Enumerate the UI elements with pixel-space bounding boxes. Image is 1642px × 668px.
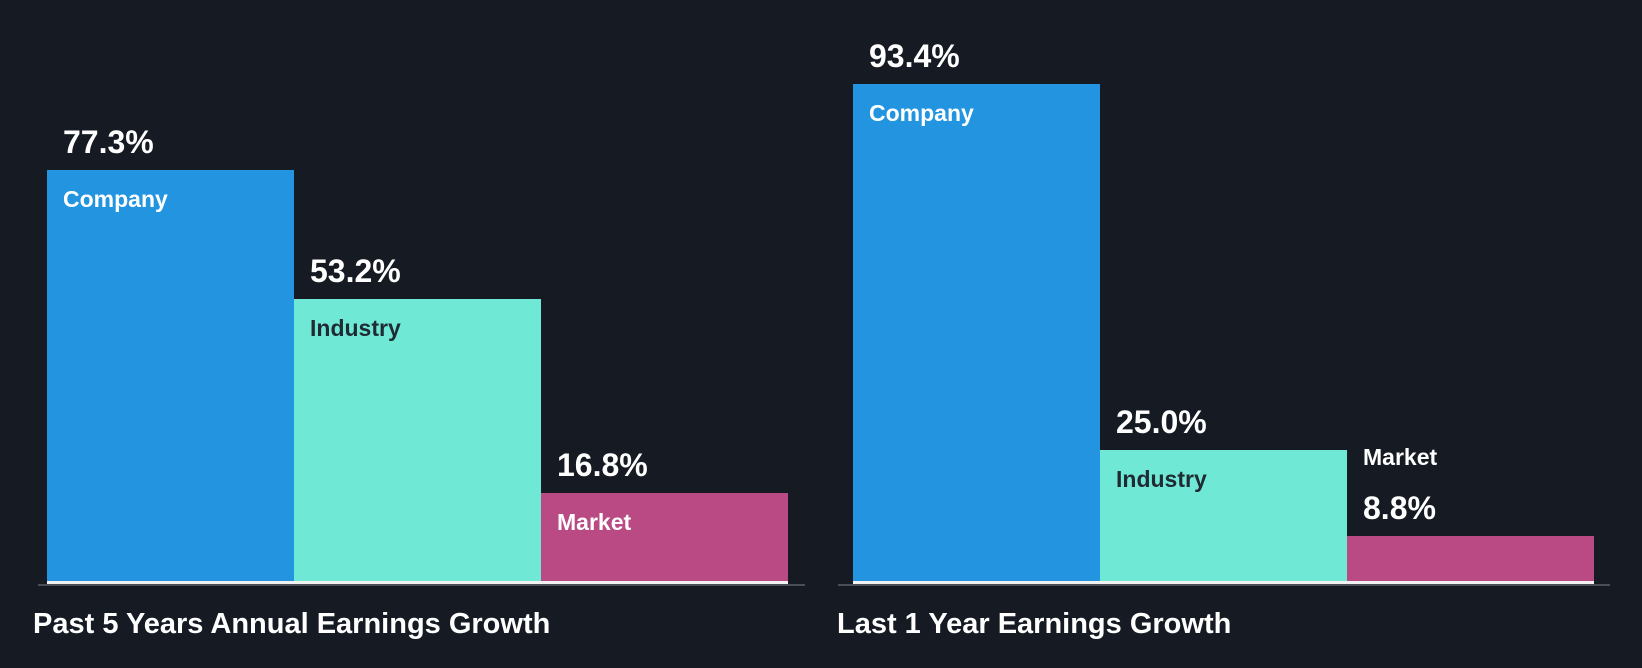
value-label: 25.0%: [1116, 403, 1207, 440]
value-label: 16.8%: [557, 447, 648, 484]
category-label: Industry: [310, 314, 401, 341]
category-label: Market: [1363, 444, 1438, 470]
bar-market: [541, 493, 788, 583]
value-label: 77.3%: [63, 124, 154, 161]
bar-company: [47, 170, 294, 583]
value-label: 53.2%: [310, 252, 401, 289]
category-label: Industry: [1116, 465, 1207, 492]
category-label: Company: [63, 186, 168, 213]
bar-industry: [1100, 449, 1347, 583]
bar-baseline: [1347, 581, 1594, 584]
bar-baseline: [47, 581, 294, 584]
category-label: Company: [869, 100, 974, 127]
category-label: Market: [557, 509, 632, 536]
bar-baseline: [853, 581, 1100, 584]
x-axis-line: [38, 584, 805, 586]
bar-company: [853, 84, 1100, 583]
chart-title: Last 1 Year Earnings Growth: [837, 608, 1232, 640]
chart-title: Past 5 Years Annual Earnings Growth: [33, 608, 551, 640]
bar-industry: [294, 298, 541, 583]
bar-baseline: [1100, 581, 1347, 584]
bar-baseline: [541, 581, 788, 584]
bar-market: [1347, 536, 1594, 583]
value-label: 8.8%: [1363, 490, 1436, 526]
value-label: 93.4%: [869, 38, 960, 75]
bar-baseline: [294, 581, 541, 584]
x-axis-line: [838, 584, 1610, 586]
